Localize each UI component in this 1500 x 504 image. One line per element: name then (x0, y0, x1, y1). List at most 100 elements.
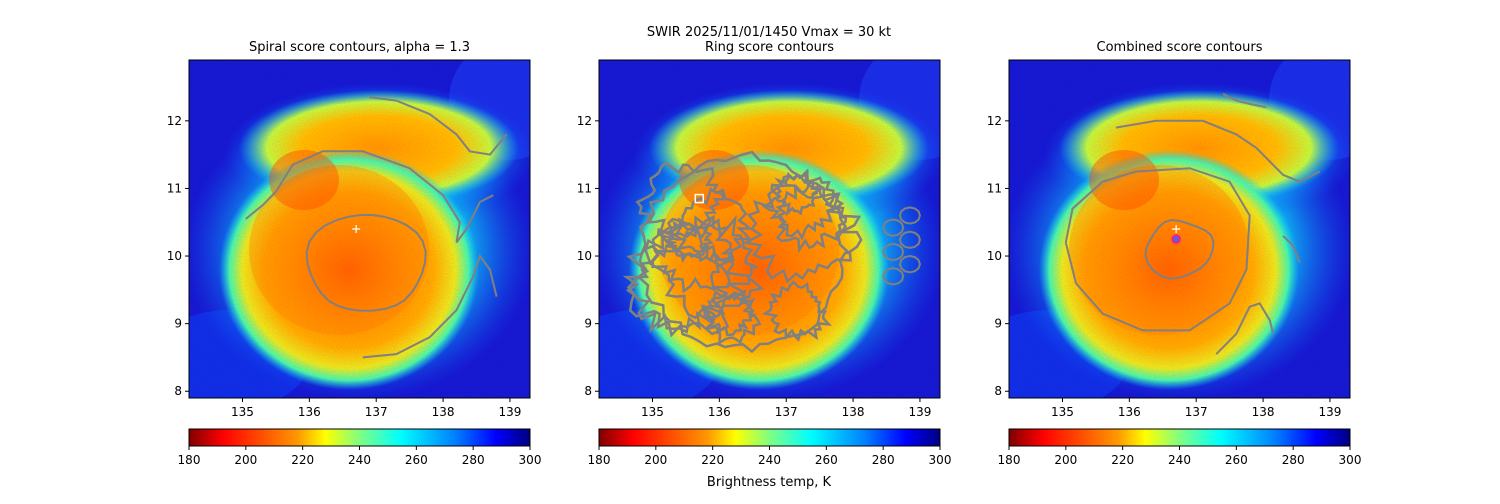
x-tick-label: 137 (1185, 405, 1208, 419)
colorbar (188, 428, 531, 447)
satellite-image (969, 40, 1389, 410)
y-tick-label: 9 (584, 317, 592, 331)
x-tick-label: 138 (842, 405, 865, 419)
colorbar-tick-label: 200 (234, 453, 257, 467)
panel-title: Combined score contours (1097, 40, 1263, 55)
x-tick-label: 136 (1118, 405, 1141, 419)
x-tick-label: 137 (775, 405, 798, 419)
panel-1: Spiral score contours, alpha = 1.3 135 136… (149, 40, 569, 467)
contour-line (1144, 218, 1215, 280)
center-marker-plus (1172, 225, 1181, 233)
contour-line (898, 230, 921, 249)
x-tick-label: 138 (432, 405, 455, 419)
colorbar (598, 428, 941, 447)
y-tick-label: 11 (987, 181, 1002, 195)
contour-line (1222, 92, 1267, 109)
panel-title: Ring score contours (705, 40, 834, 55)
suptitle: SWIR 2025/11/01/1450 Vmax = 30 kt (647, 25, 891, 40)
y-tick-label: 8 (174, 384, 182, 398)
colorbar-tick-label: 260 (815, 453, 838, 467)
axes-frame (188, 59, 531, 399)
contour-line (1064, 167, 1251, 332)
colorbar-tick-label: 240 (348, 453, 371, 467)
x-tick-label: 135 (1051, 405, 1074, 419)
contour-line (1115, 119, 1321, 183)
colorbar-tick-label: 240 (758, 453, 781, 467)
x-tick-label: 137 (365, 405, 388, 419)
contour-line (1215, 302, 1275, 355)
x-tick-label: 135 (231, 405, 254, 419)
x-tick-label: 139 (908, 405, 931, 419)
center-marker-plus (352, 225, 361, 233)
y-tick-label: 10 (167, 249, 182, 263)
axes-frame (598, 59, 941, 399)
axes-frame (1008, 59, 1351, 399)
colorbar-tick-label: 200 (1054, 453, 1077, 467)
contour-line (898, 206, 921, 225)
panel-3: Combined score contours 135 136 137 138 139 8 9… (969, 40, 1389, 467)
y-tick-label: 9 (994, 317, 1002, 331)
colorbar-tick-label: 260 (405, 453, 428, 467)
panels: Spiral score contours, alpha = 1.3 135 136… (149, 40, 1389, 467)
contour-line (882, 218, 905, 237)
contour-line (369, 96, 508, 156)
colorbar-tick-label: 240 (1168, 453, 1191, 467)
contour-line (882, 242, 905, 262)
contour-line (775, 183, 848, 254)
colorbar-tick-label: 220 (701, 453, 724, 467)
y-tick-label: 8 (584, 384, 592, 398)
colorbar-tick-label: 300 (519, 453, 542, 467)
x-tick-label: 139 (1318, 405, 1341, 419)
contour-line (882, 267, 905, 286)
colorbar-tick-label: 180 (998, 453, 1021, 467)
center-marker-square (694, 193, 705, 204)
contour-line (898, 254, 921, 274)
contour-line (245, 150, 494, 244)
colorbar-tick-label: 220 (291, 453, 314, 467)
panel-title: Spiral score contours, alpha = 1.3 (249, 40, 470, 55)
x-tick-label: 136 (298, 405, 321, 419)
contour-line (651, 215, 732, 294)
y-tick-label: 8 (994, 384, 1002, 398)
colorbar-tick-label: 180 (588, 453, 611, 467)
colorbar-tick-label: 300 (929, 453, 952, 467)
colorbar-tick-label: 280 (462, 453, 485, 467)
center-marker-circle (1171, 234, 1181, 244)
x-tick-label: 138 (1252, 405, 1275, 419)
y-tick-label: 10 (577, 249, 592, 263)
colorbar-tick-label: 280 (1282, 453, 1305, 467)
y-tick-label: 12 (167, 114, 182, 128)
x-tick-label: 139 (498, 405, 521, 419)
contour-line (1282, 235, 1301, 264)
y-tick-label: 12 (987, 114, 1002, 128)
y-tick-label: 12 (577, 114, 592, 128)
panel-2: Ring score contours 135 136 137 138 139 8 9 10 11… (559, 40, 979, 467)
contour-line (305, 214, 427, 312)
contour-line (761, 168, 839, 241)
contour-line (635, 161, 726, 239)
satellite-image (559, 40, 979, 410)
colorbar-tick-label: 260 (1225, 453, 1248, 467)
y-tick-label: 11 (167, 181, 182, 195)
contour-layer (622, 150, 921, 354)
colorbar-tick-label: 300 (1339, 453, 1362, 467)
contour-line (638, 150, 852, 354)
contour-line (742, 184, 863, 284)
x-tick-label: 136 (708, 405, 731, 419)
contour-layer (245, 96, 508, 359)
contour-layer (1064, 92, 1321, 355)
colorbar (1008, 428, 1351, 447)
colorbar-tick-label: 220 (1111, 453, 1134, 467)
y-tick-label: 11 (577, 181, 592, 195)
contour-line (362, 253, 498, 359)
colorbar-tick-label: 180 (178, 453, 201, 467)
contour-line (674, 187, 753, 263)
colorbar-tick-label: 200 (644, 453, 667, 467)
y-tick-label: 10 (987, 249, 1002, 263)
contour-line (704, 292, 758, 337)
contour-line (761, 280, 832, 342)
satellite-image (149, 40, 569, 410)
x-tick-label: 135 (641, 405, 664, 419)
colorbar-tick-label: 280 (872, 453, 895, 467)
